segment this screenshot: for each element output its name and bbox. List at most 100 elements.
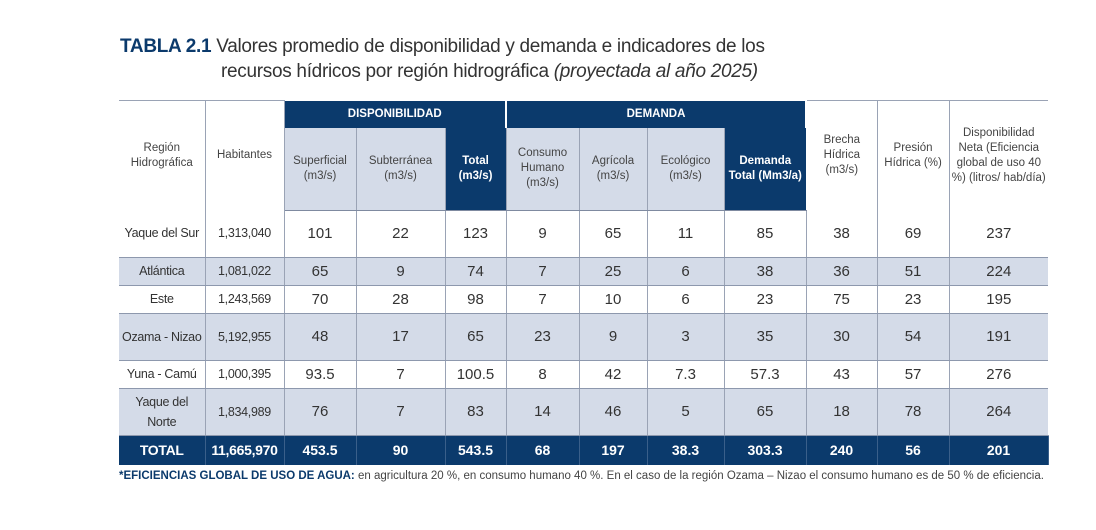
header-total-disp: Total (m3/s): [445, 127, 507, 211]
header-habitantes: Habitantes: [205, 100, 285, 210]
value-cell: 9: [506, 210, 580, 258]
value-cell: 57.3: [724, 360, 807, 389]
value-cell: 54: [877, 313, 950, 361]
region-cell: Yuna - Camú: [119, 360, 206, 389]
footnote-bold: *EFICIENCIAS GLOBAL DE USO DE AGUA:: [119, 470, 355, 482]
value-cell: 56: [877, 435, 950, 465]
header-region: Región Hidrográfica: [119, 100, 206, 210]
header-demanda-total: Demanda Total (Mm3/a): [724, 127, 807, 211]
value-cell: 276: [949, 360, 1049, 389]
footnote-text: en agricultura 20 %, en consumo humano 4…: [354, 470, 1044, 482]
table-title: TABLA 2.1 Valores promedio de disponibil…: [120, 34, 765, 84]
table-row: Este 1,243,569 70 28 98 7 10 6 23 75 23 195: [119, 285, 1049, 314]
value-cell: 46: [579, 388, 648, 436]
value-cell: 83: [445, 388, 507, 436]
value-cell: 9: [579, 313, 648, 361]
value-cell: 5,192,955: [205, 313, 285, 361]
value-cell: 201: [949, 435, 1049, 465]
water-resources-table: Región Hidrográfica Habitantes DISPONIBI…: [119, 100, 1049, 465]
value-cell: 22: [356, 210, 446, 258]
value-cell: 85: [724, 210, 807, 258]
header-brecha: Brecha Hídrica (m3/s): [806, 100, 878, 210]
header-ecologico: Ecológico (m3/s): [647, 127, 725, 211]
value-cell: 6: [647, 257, 725, 286]
value-cell: 1,834,989: [205, 388, 285, 436]
total-row: TOTAL 11,665,970 453.5 90 543.5 68 197 38.3 303.…: [119, 435, 1049, 465]
region-cell: Atlántica: [119, 257, 206, 286]
value-cell: 65: [445, 313, 507, 361]
value-cell: 197: [579, 435, 648, 465]
table-row: Yaque del Norte 1,834,989 76 7 83 14 46 5 65 18 78…: [119, 388, 1049, 436]
value-cell: 68: [506, 435, 580, 465]
value-cell: 36: [806, 257, 878, 286]
value-cell: 303.3: [724, 435, 807, 465]
table-row: Atlántica 1,081,022 65 9 74 7 25 6 38 36 51 224: [119, 257, 1049, 286]
title-line2: recursos hídricos por región hidrográfic…: [221, 61, 549, 82]
value-cell: 43: [806, 360, 878, 389]
value-cell: 9: [356, 257, 446, 286]
header-disponibilidad: DISPONIBILIDAD: [284, 100, 507, 128]
value-cell: 224: [949, 257, 1049, 286]
header-presion: Presión Hídrica (%): [877, 100, 950, 210]
value-cell: 11,665,970: [205, 435, 285, 465]
value-cell: 17: [356, 313, 446, 361]
value-cell: 6: [647, 285, 725, 314]
value-cell: 38.3: [647, 435, 725, 465]
value-cell: 51: [877, 257, 950, 286]
value-cell: 240: [806, 435, 878, 465]
value-cell: 7: [506, 257, 580, 286]
value-cell: 35: [724, 313, 807, 361]
value-cell: 74: [445, 257, 507, 286]
value-cell: 1,243,569: [205, 285, 285, 314]
table-row: Yuna - Camú 1,000,395 93.5 7 100.5 8 42 7.3 57.3…: [119, 360, 1049, 389]
footnote: *EFICIENCIAS GLOBAL DE USO DE AGUA: en a…: [119, 469, 1054, 484]
region-cell: Ozama - Nizao: [119, 313, 206, 361]
value-cell: 18: [806, 388, 878, 436]
value-cell: 30: [806, 313, 878, 361]
header-agricola: Agrícola (m3/s): [579, 127, 648, 211]
region-cell: Yaque del Norte: [119, 388, 206, 436]
value-cell: 57: [877, 360, 950, 389]
value-cell: 23: [877, 285, 950, 314]
title-line1: Valores promedio de disponibilidad y dem…: [216, 36, 765, 57]
value-cell: 237: [949, 210, 1049, 258]
value-cell: 93.5: [284, 360, 357, 389]
table-number: TABLA 2.1: [120, 36, 212, 57]
value-cell: 75: [806, 285, 878, 314]
value-cell: 11: [647, 210, 725, 258]
value-cell: 69: [877, 210, 950, 258]
title-projection: (proyectada al año 2025): [553, 61, 758, 82]
table-row: Ozama - Nizao 5,192,955 48 17 65 23 9 3 35 30 54 19…: [119, 313, 1049, 361]
header-consumo: Consumo Humano (m3/s): [506, 127, 580, 211]
region-cell: Yaque del Sur: [119, 210, 206, 258]
header-subterranea: Subterránea (m3/s): [356, 127, 446, 211]
value-cell: 101: [284, 210, 357, 258]
value-cell: 8: [506, 360, 580, 389]
value-cell: 191: [949, 313, 1049, 361]
value-cell: 453.5: [284, 435, 357, 465]
header-demanda: DEMANDA: [506, 100, 808, 128]
value-cell: 7: [356, 360, 446, 389]
value-cell: 7: [506, 285, 580, 314]
value-cell: 42: [579, 360, 648, 389]
value-cell: 5: [647, 388, 725, 436]
value-cell: 65: [579, 210, 648, 258]
value-cell: 100.5: [445, 360, 507, 389]
value-cell: 23: [506, 313, 580, 361]
value-cell: 7: [356, 388, 446, 436]
value-cell: 264: [949, 388, 1049, 436]
value-cell: 48: [284, 313, 357, 361]
value-cell: 3: [647, 313, 725, 361]
value-cell: 123: [445, 210, 507, 258]
value-cell: 25: [579, 257, 648, 286]
value-cell: 1,000,395: [205, 360, 285, 389]
value-cell: 23: [724, 285, 807, 314]
value-cell: 78: [877, 388, 950, 436]
value-cell: 90: [356, 435, 446, 465]
value-cell: 1,313,040: [205, 210, 285, 258]
region-cell: TOTAL: [119, 435, 206, 465]
region-cell: Este: [119, 285, 206, 314]
value-cell: 28: [356, 285, 446, 314]
value-cell: 38: [806, 210, 878, 258]
value-cell: 7.3: [647, 360, 725, 389]
